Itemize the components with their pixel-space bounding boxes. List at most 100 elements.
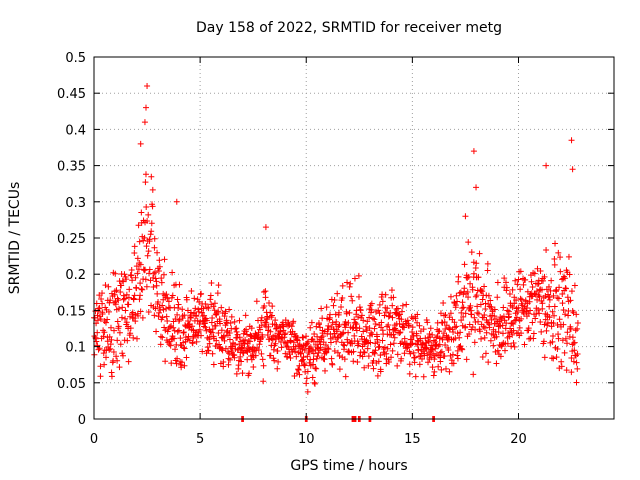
data-point: [242, 336, 249, 343]
data-point: [215, 282, 222, 289]
data-point: [407, 350, 414, 357]
data-point: [333, 338, 340, 345]
data-point: [122, 307, 129, 314]
data-point: [345, 329, 352, 336]
data-point: [315, 319, 322, 326]
data-point: [398, 308, 405, 315]
data-point: [517, 295, 524, 302]
data-point: [295, 366, 302, 373]
data-point: [123, 319, 130, 326]
data-point: [303, 333, 310, 340]
data-point: [413, 332, 420, 339]
data-point: [351, 332, 358, 339]
data-point: [465, 239, 472, 246]
data-point: [465, 294, 472, 301]
data-point: [371, 325, 378, 332]
data-point: [494, 279, 501, 286]
data-point: [265, 323, 272, 330]
data-point: [548, 323, 555, 330]
data-point: [482, 350, 489, 357]
data-point: [534, 281, 541, 288]
data-point: [397, 329, 404, 336]
data-point: [137, 308, 144, 315]
data-point: [425, 339, 432, 346]
data-point: [428, 347, 435, 354]
data-point: [163, 291, 170, 298]
y-tick-label: 0.4: [65, 123, 86, 138]
data-point: [272, 332, 279, 339]
data-point: [560, 306, 567, 313]
data-point: [293, 353, 300, 360]
data-point: [365, 353, 372, 360]
data-point: [145, 248, 152, 255]
data-point: [409, 324, 416, 331]
data-point: [287, 338, 294, 345]
data-point: [348, 293, 355, 300]
data-point: [364, 345, 371, 352]
data-point: [477, 286, 484, 293]
data-point: [211, 300, 218, 307]
data-point: [400, 321, 407, 328]
data-point: [173, 198, 180, 205]
data-point: [219, 347, 226, 354]
data-point: [188, 314, 195, 321]
data-point: [378, 319, 385, 326]
data-point: [333, 318, 340, 325]
data-point: [468, 311, 475, 318]
data-point: [267, 328, 274, 335]
data-point: [253, 298, 260, 305]
data-point: [354, 359, 361, 366]
data-point: [552, 240, 559, 247]
data-point: [438, 366, 445, 373]
data-point: [420, 348, 427, 355]
data-point: [128, 310, 135, 317]
data-point: [329, 361, 336, 368]
data-point: [146, 238, 153, 245]
data-point: [503, 284, 510, 291]
data-point: [466, 331, 473, 338]
data-point: [476, 250, 483, 257]
data-point: [506, 291, 513, 298]
data-point: [147, 231, 154, 238]
data-point: [94, 317, 101, 324]
data-point: [314, 353, 321, 360]
data-point: [573, 359, 580, 366]
data-point: [198, 290, 205, 297]
data-point: [537, 318, 544, 325]
data-point: [250, 344, 257, 351]
data-point: [375, 358, 382, 365]
x-tick-label: 15: [404, 432, 421, 447]
data-point: [503, 320, 510, 327]
data-point: [376, 301, 383, 308]
data-point: [118, 314, 125, 321]
data-point: [571, 347, 578, 354]
data-point: [455, 273, 462, 280]
data-point: [403, 301, 410, 308]
data-point: [272, 340, 279, 347]
data-point: [369, 315, 376, 322]
data-point: [262, 224, 269, 231]
data-point: [384, 345, 391, 352]
data-point: [128, 266, 135, 273]
data-point: [551, 261, 558, 268]
data-point: [429, 346, 436, 353]
data-point: [292, 343, 299, 350]
data-point: [283, 342, 290, 349]
data-point: [208, 280, 215, 287]
data-point: [499, 330, 506, 337]
data-point: [134, 255, 141, 262]
data-point: [127, 271, 134, 278]
data-point: [227, 319, 234, 326]
data-point: [305, 338, 312, 345]
data-point: [94, 329, 101, 336]
data-point: [467, 280, 474, 287]
data-point: [97, 363, 104, 370]
data-point: [327, 339, 334, 346]
data-point: [446, 368, 453, 375]
data-point: [507, 325, 514, 332]
data-point: [134, 270, 141, 277]
data-point: [437, 358, 444, 365]
data-point: [387, 309, 394, 316]
data-point: [107, 341, 114, 348]
data-point: [457, 343, 464, 350]
